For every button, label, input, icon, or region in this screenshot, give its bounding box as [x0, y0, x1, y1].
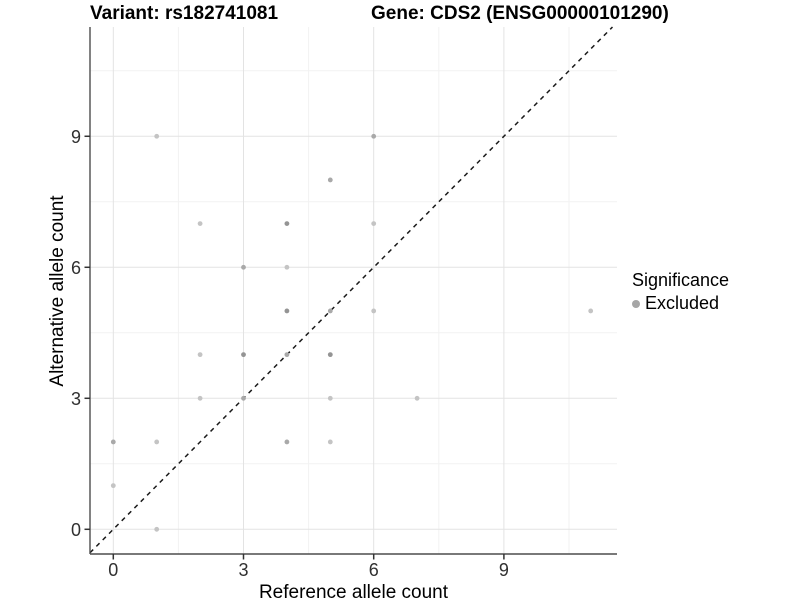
- y-tick-label: 6: [71, 258, 81, 278]
- data-point: [197, 352, 203, 358]
- data-point: [110, 439, 116, 445]
- x-tick-label: 3: [238, 560, 248, 580]
- data-point: [284, 439, 290, 445]
- data-point: [154, 439, 160, 445]
- x-tick-label: 9: [499, 560, 509, 580]
- x-axis-title: Reference allele count: [258, 582, 449, 600]
- legend: Significance Excluded: [632, 270, 729, 314]
- legend-key-dot-icon: [632, 299, 640, 308]
- data-point: [327, 352, 333, 358]
- y-axis-title: Alternative allele count: [47, 195, 68, 387]
- x-tick-label: 0: [108, 560, 118, 580]
- gene-title: Gene: CDS2 (ENSG00000101290): [371, 3, 669, 24]
- data-point: [154, 526, 160, 532]
- data-point: [327, 308, 333, 314]
- x-tick-label: 6: [369, 560, 379, 580]
- data-point: [327, 439, 333, 445]
- data-point: [241, 264, 246, 270]
- y-tick-label: 0: [71, 520, 81, 540]
- data-point: [327, 177, 333, 183]
- legend-title: Significance: [632, 270, 730, 290]
- data-point: [197, 221, 203, 227]
- data-point: [371, 221, 377, 227]
- y-tick-label: 9: [71, 127, 81, 147]
- data-point: [284, 264, 290, 270]
- data-point: [197, 395, 203, 401]
- data-point: [284, 221, 290, 227]
- data-point: [284, 352, 290, 358]
- data-point: [371, 308, 377, 314]
- data-point: [110, 483, 116, 489]
- variant-title: Variant: rs182741081: [90, 3, 279, 24]
- data-point: [284, 308, 290, 314]
- data-point: [588, 308, 594, 314]
- legend-item-label: Excluded: [645, 293, 720, 313]
- data-point: [241, 395, 246, 401]
- data-point: [327, 395, 333, 401]
- data-point: [414, 395, 420, 401]
- legend-item-excluded: Excluded: [632, 293, 729, 314]
- y-tick-label: 3: [71, 389, 81, 409]
- data-point: [371, 133, 377, 139]
- identity-dashed-line: [89, 26, 614, 554]
- data-point: [241, 352, 246, 358]
- data-point: [154, 133, 160, 139]
